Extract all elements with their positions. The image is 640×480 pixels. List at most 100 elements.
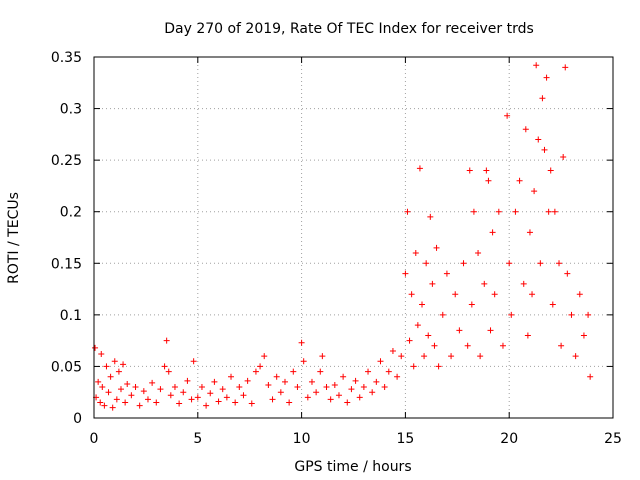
data-point (425, 332, 432, 339)
data-point (419, 301, 426, 308)
data-point (470, 208, 477, 215)
axis-ticks (93, 56, 614, 419)
data-point (369, 389, 376, 396)
data-points (92, 62, 594, 411)
data-point (423, 260, 430, 267)
data-point (257, 363, 264, 370)
data-point (308, 378, 315, 385)
data-point (516, 177, 523, 184)
data-point (526, 229, 533, 236)
data-point (319, 353, 326, 360)
data-point (452, 291, 459, 298)
data-point (144, 396, 151, 403)
data-point (184, 377, 191, 384)
data-point (198, 384, 205, 391)
y-tick-label: 0.05 (51, 359, 82, 375)
data-point (232, 399, 239, 406)
data-point (317, 368, 324, 375)
data-point (531, 188, 538, 195)
data-point (572, 353, 579, 360)
data-point (360, 384, 367, 391)
data-point (495, 208, 502, 215)
data-point (323, 384, 330, 391)
data-point (549, 301, 556, 308)
data-point (468, 301, 475, 308)
data-point (167, 392, 174, 399)
data-point (124, 380, 131, 387)
data-point (365, 368, 372, 375)
data-point (304, 394, 311, 401)
data-point (487, 327, 494, 334)
plot-frame (93, 56, 614, 419)
data-point (223, 394, 230, 401)
data-point (111, 358, 118, 365)
data-point (433, 244, 440, 251)
data-point (541, 146, 548, 153)
data-point (273, 373, 280, 380)
data-point (163, 337, 170, 344)
y-tick-label: 0.35 (51, 50, 82, 66)
data-point (165, 368, 172, 375)
data-point (585, 311, 592, 318)
x-tick-labels: 0 5 10 15 20 25 (90, 431, 622, 447)
x-tick-label: 25 (604, 431, 622, 447)
data-point (529, 291, 536, 298)
data-point (410, 363, 417, 370)
data-point (580, 332, 587, 339)
data-point (456, 327, 463, 334)
data-point (188, 396, 195, 403)
data-point (290, 368, 297, 375)
data-point (564, 270, 571, 277)
data-point (443, 270, 450, 277)
data-point (427, 213, 434, 220)
data-point (448, 353, 455, 360)
data-point (587, 373, 594, 380)
x-tick-label: 0 (90, 431, 99, 447)
data-point (277, 389, 284, 396)
data-point (389, 347, 396, 354)
data-point (128, 392, 135, 399)
data-point (194, 394, 201, 401)
data-point (348, 386, 355, 393)
data-point (327, 396, 334, 403)
data-point (261, 353, 268, 360)
data-point (120, 361, 127, 368)
data-point (240, 392, 247, 399)
data-point (190, 358, 197, 365)
data-point (248, 400, 255, 407)
data-point (464, 342, 471, 349)
data-point (153, 399, 160, 406)
x-tick-label: 15 (396, 431, 414, 447)
data-point (294, 384, 301, 391)
data-point (439, 311, 446, 318)
data-point (373, 378, 380, 385)
data-point (475, 249, 482, 256)
data-point (203, 402, 210, 409)
data-point (512, 208, 519, 215)
data-point (416, 165, 423, 172)
data-point (98, 351, 105, 358)
data-point (97, 399, 104, 406)
data-point (180, 389, 187, 396)
data-point (103, 363, 110, 370)
data-point (408, 291, 415, 298)
data-point (207, 390, 214, 397)
data-point (269, 396, 276, 403)
data-point (568, 311, 575, 318)
data-point (136, 402, 143, 409)
data-point (398, 353, 405, 360)
data-point (404, 208, 411, 215)
data-point (435, 363, 442, 370)
data-point (161, 363, 168, 370)
data-point (344, 399, 351, 406)
data-point (117, 386, 124, 393)
data-point (101, 402, 108, 409)
data-point (113, 396, 120, 403)
data-point (406, 337, 413, 344)
data-point (105, 389, 112, 396)
y-tick-label: 0.15 (51, 256, 82, 272)
x-axis-label: GPS time / hours (294, 459, 411, 475)
data-point (219, 386, 226, 393)
data-point (300, 358, 307, 365)
data-point (140, 388, 147, 395)
